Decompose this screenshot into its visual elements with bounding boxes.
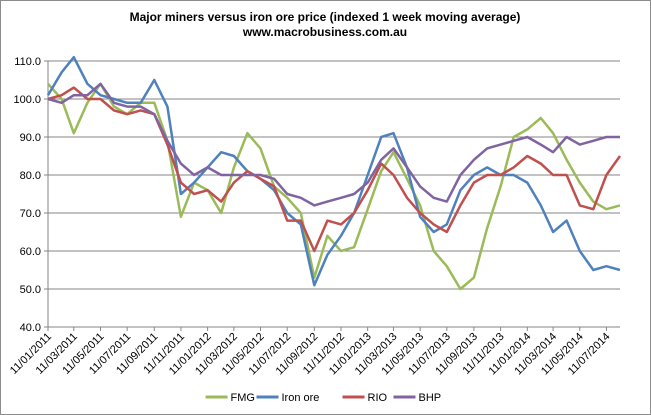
legend: FMG Iron ore RIO BHP [205, 392, 442, 404]
legend-label-bhp: BHP [419, 392, 442, 404]
chart-subtitle: www.macrobusiness.com.au [242, 25, 407, 39]
y-tick-labels: 40.0 50.0 60.0 70.0 80.0 90.0 100.0 110.0 [13, 56, 41, 334]
series-line-fmg [47, 82, 621, 291]
series-line-iron-ore [46, 55, 621, 287]
y-tick-label: 70.0 [20, 208, 41, 220]
y-tick-label: 40.0 [20, 322, 41, 334]
y-tick-label: 50.0 [20, 284, 41, 296]
y-tick-label: 90.0 [20, 132, 41, 144]
x-tick-labels: 11/01/201111/03/201111/05/201111/07/2011… [8, 331, 613, 378]
y-tick-label: 100.0 [13, 94, 41, 106]
series-lines [46, 55, 622, 291]
legend-label-fmg: FMG [231, 392, 255, 404]
series-line-rio [47, 86, 622, 253]
axes [47, 61, 620, 328]
chart-title: Major miners versus iron ore price (inde… [130, 10, 521, 24]
y-tick-label: 60.0 [20, 246, 41, 258]
legend-label-iron-ore: Iron ore [282, 392, 320, 404]
gridlines [44, 60, 620, 331]
y-tick-label: 80.0 [20, 170, 41, 182]
series-line-bhp [47, 82, 620, 207]
y-tick-label: 110.0 [14, 56, 41, 68]
legend-label-rio: RIO [368, 392, 388, 404]
